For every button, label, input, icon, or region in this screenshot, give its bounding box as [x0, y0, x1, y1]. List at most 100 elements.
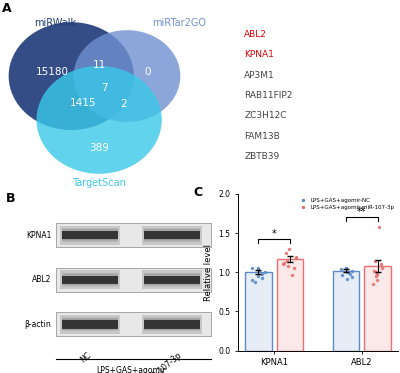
Text: TargetScan: TargetScan — [72, 178, 126, 188]
Point — [372, 257, 378, 263]
Bar — [62, 230, 118, 231]
Bar — [62, 273, 118, 274]
Bar — [62, 239, 118, 240]
Text: miRWalk: miRWalk — [34, 18, 76, 28]
Bar — [60, 226, 120, 245]
Point — [292, 254, 299, 260]
Bar — [144, 284, 200, 285]
Bar — [62, 276, 118, 284]
Bar — [56, 312, 211, 336]
Bar — [62, 229, 118, 230]
Bar — [144, 318, 200, 319]
Text: KPNA1: KPNA1 — [244, 50, 274, 59]
Bar — [62, 240, 118, 241]
Bar — [144, 239, 200, 240]
Bar — [60, 315, 120, 334]
Point — [256, 268, 262, 274]
Point — [259, 275, 266, 281]
Text: 0: 0 — [144, 67, 151, 77]
Bar — [62, 320, 118, 329]
Point — [283, 250, 289, 256]
Text: miRTar2GO: miRTar2GO — [152, 18, 206, 28]
Bar — [62, 228, 118, 229]
Bar — [144, 330, 200, 331]
Text: NC: NC — [79, 351, 93, 365]
Point — [370, 281, 377, 287]
Point — [372, 269, 379, 275]
Bar — [144, 273, 200, 274]
Bar — [144, 240, 200, 241]
Bar — [62, 330, 118, 331]
Bar — [144, 276, 200, 284]
Point — [284, 257, 290, 263]
Bar — [62, 329, 118, 330]
Bar — [62, 231, 118, 239]
Bar — [142, 270, 202, 289]
Point — [343, 264, 350, 270]
Bar — [144, 230, 200, 231]
Text: 11: 11 — [92, 60, 106, 70]
Text: C: C — [193, 186, 202, 199]
Text: RAB11FIP2: RAB11FIP2 — [244, 91, 292, 100]
Bar — [144, 286, 200, 287]
Bar — [62, 317, 118, 318]
Point — [379, 266, 386, 272]
Bar — [62, 319, 118, 320]
Point — [344, 276, 351, 282]
Bar — [144, 319, 200, 320]
Point — [344, 269, 350, 275]
Bar — [60, 270, 120, 289]
Point — [249, 277, 256, 283]
Bar — [144, 272, 200, 273]
Bar — [62, 318, 118, 319]
Point — [374, 271, 380, 277]
Text: B: B — [6, 192, 15, 205]
Text: ZBTB39: ZBTB39 — [244, 152, 280, 161]
Bar — [144, 228, 200, 229]
Text: KPNA1: KPNA1 — [26, 231, 51, 239]
Point — [255, 266, 262, 272]
Point — [338, 266, 344, 272]
Bar — [144, 329, 200, 330]
Text: A: A — [2, 2, 11, 15]
Bar — [62, 285, 118, 286]
Bar — [144, 320, 200, 329]
Bar — [62, 319, 118, 320]
Bar — [144, 283, 200, 285]
Point — [285, 263, 292, 269]
Text: ABL2: ABL2 — [32, 275, 51, 284]
Point — [252, 279, 258, 285]
Bar — [62, 330, 118, 332]
Bar — [62, 274, 118, 275]
Text: ABL2: ABL2 — [244, 30, 267, 39]
Bar — [62, 275, 118, 276]
Point — [280, 261, 286, 267]
Ellipse shape — [74, 30, 180, 122]
Bar — [62, 284, 118, 285]
Point — [349, 274, 356, 280]
Point — [258, 271, 265, 277]
Bar — [245, 272, 272, 351]
Text: 389: 389 — [89, 143, 109, 153]
Text: AP3M1: AP3M1 — [244, 71, 275, 80]
Text: *: * — [272, 229, 276, 239]
Bar — [144, 318, 200, 319]
Bar — [144, 285, 200, 286]
Bar — [144, 273, 200, 274]
Text: 2: 2 — [120, 99, 127, 109]
Bar — [62, 329, 118, 330]
Text: miR-107-3p: miR-107-3p — [144, 351, 184, 373]
Bar — [62, 272, 118, 273]
Ellipse shape — [9, 22, 134, 130]
Point — [372, 273, 379, 279]
Text: ZC3H12C: ZC3H12C — [244, 112, 287, 120]
Bar — [62, 286, 118, 287]
Bar — [62, 229, 118, 231]
Text: 7: 7 — [102, 84, 108, 94]
Text: β-actin: β-actin — [24, 320, 51, 329]
Ellipse shape — [36, 66, 162, 174]
Point — [249, 264, 256, 270]
Bar — [144, 319, 200, 320]
Point — [371, 268, 378, 274]
Bar — [62, 328, 118, 329]
